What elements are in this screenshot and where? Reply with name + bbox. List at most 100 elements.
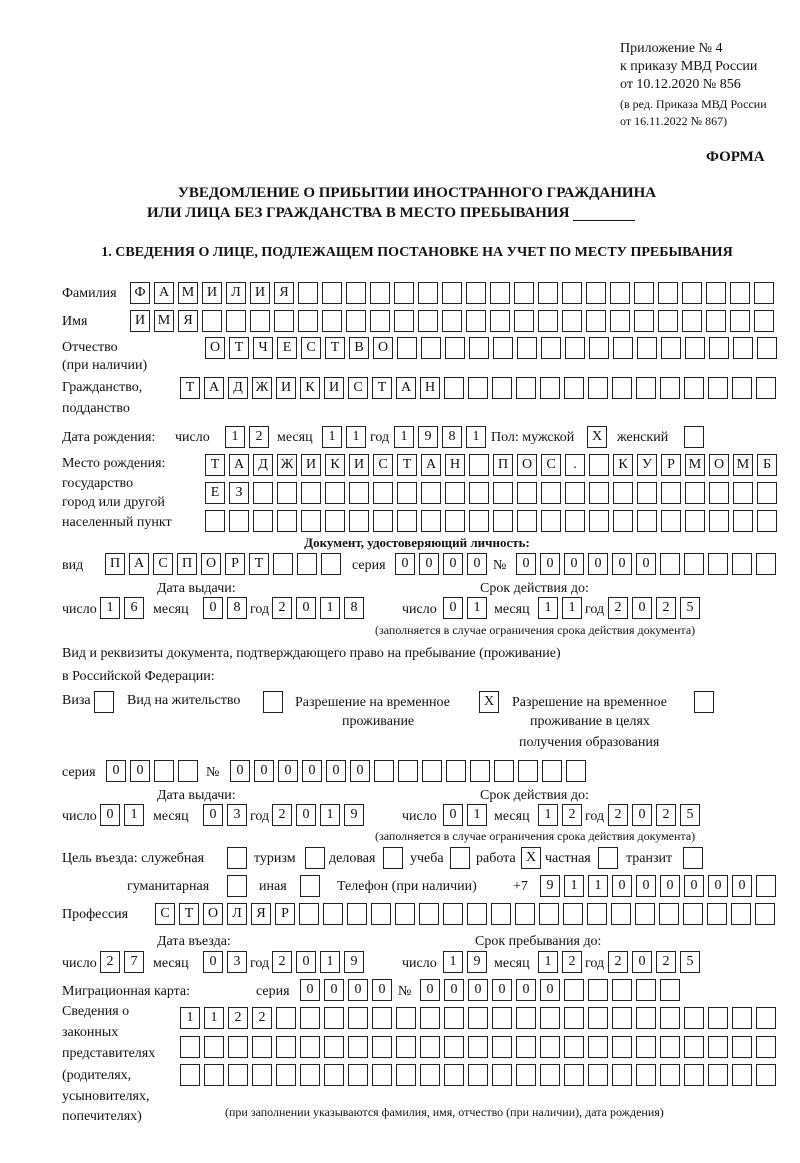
char-box[interactable] <box>637 482 657 504</box>
char-box[interactable] <box>301 510 321 532</box>
char-box[interactable] <box>204 1036 224 1058</box>
char-box[interactable] <box>397 337 417 359</box>
char-box[interactable] <box>517 482 537 504</box>
char-box[interactable]: 0 <box>492 979 512 1001</box>
char-box[interactable] <box>565 510 585 532</box>
checkbox-cell[interactable] <box>227 875 247 897</box>
char-box[interactable]: З <box>229 482 249 504</box>
char-box[interactable] <box>634 310 654 332</box>
char-box[interactable] <box>754 282 774 304</box>
char-box[interactable]: А <box>204 377 224 399</box>
char-box[interactable] <box>445 482 465 504</box>
char-box[interactable] <box>490 282 510 304</box>
char-box[interactable]: 6 <box>124 597 144 619</box>
char-box[interactable] <box>492 377 512 399</box>
char-box[interactable] <box>349 510 369 532</box>
checkbox-cell[interactable] <box>383 847 403 869</box>
char-box[interactable] <box>684 553 704 575</box>
char-box[interactable] <box>444 1007 464 1029</box>
char-box[interactable]: А <box>396 377 416 399</box>
char-box[interactable] <box>419 903 439 925</box>
char-box[interactable] <box>394 310 414 332</box>
char-box[interactable] <box>565 482 585 504</box>
char-box[interactable] <box>684 1036 704 1058</box>
char-box[interactable] <box>636 979 656 1001</box>
checkbox-cell[interactable]: X <box>479 691 499 713</box>
char-box[interactable] <box>586 310 606 332</box>
char-box[interactable] <box>346 282 366 304</box>
char-box[interactable]: 8 <box>442 426 462 448</box>
char-box[interactable] <box>541 337 561 359</box>
char-box[interactable]: 1 <box>538 597 558 619</box>
char-box[interactable] <box>325 482 345 504</box>
char-box[interactable] <box>492 1064 512 1086</box>
char-box[interactable]: Т <box>180 377 200 399</box>
char-box[interactable]: 9 <box>344 951 364 973</box>
char-box[interactable]: 0 <box>395 553 415 575</box>
char-box[interactable]: О <box>709 454 729 476</box>
char-box[interactable]: 0 <box>684 875 704 897</box>
char-box[interactable] <box>442 310 462 332</box>
char-box[interactable] <box>445 337 465 359</box>
char-box[interactable] <box>204 1064 224 1086</box>
char-box[interactable] <box>422 760 442 782</box>
char-box[interactable] <box>586 282 606 304</box>
char-box[interactable] <box>733 482 753 504</box>
char-box[interactable] <box>420 1036 440 1058</box>
char-box[interactable]: К <box>325 454 345 476</box>
char-box[interactable] <box>276 1007 296 1029</box>
char-box[interactable] <box>660 979 680 1001</box>
char-box[interactable] <box>467 903 487 925</box>
char-box[interactable] <box>346 310 366 332</box>
char-box[interactable]: Я <box>178 310 198 332</box>
char-box[interactable] <box>562 282 582 304</box>
char-box[interactable] <box>421 337 441 359</box>
char-box[interactable]: 1 <box>467 597 487 619</box>
char-box[interactable] <box>514 282 534 304</box>
char-box[interactable] <box>660 553 680 575</box>
char-box[interactable]: 0 <box>350 760 370 782</box>
char-box[interactable] <box>564 979 584 1001</box>
char-box[interactable]: 2 <box>252 1007 272 1029</box>
char-box[interactable] <box>658 282 678 304</box>
char-box[interactable] <box>418 310 438 332</box>
char-box[interactable] <box>661 510 681 532</box>
char-box[interactable] <box>323 903 343 925</box>
char-box[interactable] <box>325 510 345 532</box>
char-box[interactable] <box>517 337 537 359</box>
char-box[interactable] <box>321 553 341 575</box>
purpose-official-checkbox[interactable] <box>227 847 251 869</box>
char-box[interactable]: Д <box>253 454 273 476</box>
char-box[interactable]: П <box>177 553 197 575</box>
char-box[interactable] <box>493 482 513 504</box>
char-box[interactable] <box>683 903 703 925</box>
char-box[interactable] <box>538 310 558 332</box>
char-box[interactable]: 1 <box>320 804 340 826</box>
char-box[interactable]: Е <box>277 337 297 359</box>
char-box[interactable]: 1 <box>538 951 558 973</box>
char-box[interactable] <box>610 310 630 332</box>
reps-boxes-2[interactable] <box>180 1036 780 1058</box>
char-box[interactable]: 0 <box>372 979 392 1001</box>
char-box[interactable] <box>274 310 294 332</box>
char-box[interactable] <box>588 979 608 1001</box>
char-box[interactable]: 1 <box>443 951 463 973</box>
char-box[interactable]: 2 <box>100 951 120 973</box>
char-box[interactable]: 2 <box>608 804 628 826</box>
reps-boxes-3[interactable] <box>180 1064 780 1086</box>
char-box[interactable] <box>732 377 752 399</box>
checkbox-cell[interactable] <box>683 847 703 869</box>
char-box[interactable] <box>589 510 609 532</box>
char-box[interactable] <box>250 310 270 332</box>
char-box[interactable] <box>444 1036 464 1058</box>
